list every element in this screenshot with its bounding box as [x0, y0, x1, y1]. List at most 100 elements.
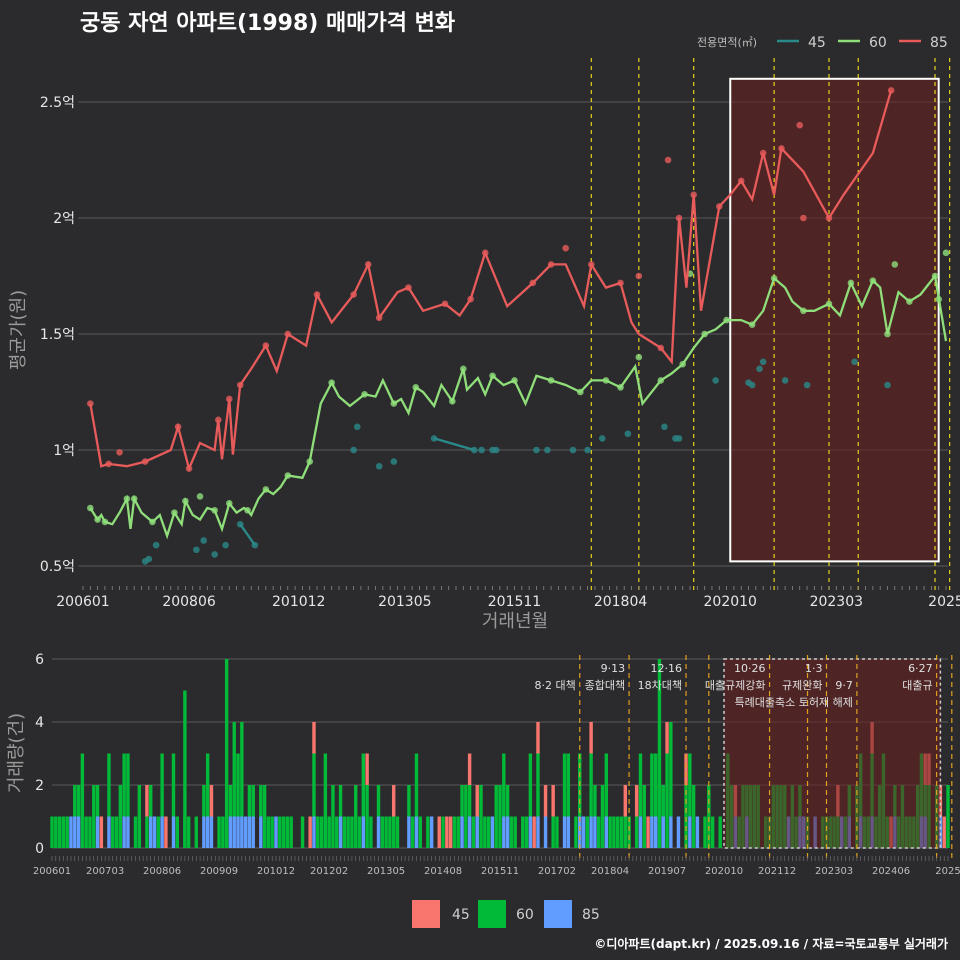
volume-y-tick-label: 2	[35, 778, 44, 794]
volume-bar-45	[942, 816, 946, 848]
volume-x-tick-label: 200806	[143, 866, 181, 877]
data-point-45	[211, 551, 218, 558]
data-point-60	[701, 330, 708, 338]
volume-bar-60	[350, 816, 354, 848]
volume-x-tick-label: 201202	[310, 866, 348, 877]
y-tick-label: 2억	[53, 211, 75, 227]
volume-bar-60	[236, 753, 240, 817]
volume-bar-60	[384, 816, 388, 848]
volume-bar-60	[126, 753, 130, 817]
volume-bar-45	[99, 816, 104, 848]
chart-title: 궁동 자연 아파트(1998) 매매가격 변화	[80, 11, 455, 36]
volume-bar-45	[536, 722, 540, 754]
data-point-85	[635, 272, 643, 280]
x-tick-label: 202010	[704, 594, 757, 610]
volume-bar-60	[361, 753, 366, 817]
volume-bar-60	[684, 785, 688, 848]
data-point-60	[847, 279, 855, 287]
volume-bar-45	[445, 816, 449, 848]
volume-bar-60	[464, 785, 468, 848]
volume-x-tick-label: 2025	[935, 866, 960, 877]
data-point-60	[211, 507, 218, 514]
bottom-legend: 45 60 85	[412, 900, 600, 928]
volume-bar-85	[502, 816, 506, 848]
data-point-60	[87, 504, 94, 512]
bottom-legend-swatch-85	[544, 900, 572, 928]
data-point-85	[715, 203, 723, 210]
data-point-60	[935, 295, 942, 303]
volume-bar-85	[205, 816, 210, 848]
volume-bar-60	[452, 816, 457, 848]
data-point-45	[222, 541, 229, 549]
volume-bar-60	[418, 816, 422, 848]
data-point-45	[781, 377, 789, 384]
data-point-60	[800, 307, 807, 315]
x-tick-label: 201305	[378, 594, 431, 610]
volume-bar-60	[669, 722, 673, 817]
volume-bar-60	[285, 816, 290, 848]
data-point-45	[569, 446, 577, 454]
volume-x-tick-label: 201012	[257, 866, 295, 877]
data-point-60	[244, 507, 251, 514]
volume-bar-85	[407, 816, 411, 848]
volume-bar-85	[650, 816, 654, 848]
volume-bar-85	[247, 816, 252, 848]
footer-credit: ©디아파트(dapt.kr) / 2025.09.16 / 자료=국토교통부 실…	[594, 936, 948, 951]
policy-label: 특례대출축소 토허제 해제	[735, 695, 853, 709]
volume-bar-60	[76, 785, 81, 817]
data-point-85	[185, 465, 193, 472]
data-point-85	[690, 191, 697, 199]
bottom-legend-label-60: 60	[516, 907, 534, 923]
volume-bar-60	[707, 785, 711, 848]
volume-bar-60	[95, 785, 100, 817]
volume-bar-60	[323, 753, 328, 848]
x-tick-label: 2025	[928, 594, 960, 610]
volume-bar-45	[589, 722, 593, 754]
data-point-45	[533, 446, 540, 454]
volume-bar-60	[175, 816, 179, 848]
data-point-60	[770, 275, 778, 282]
data-point-60	[906, 298, 913, 305]
volume-bar-60	[338, 785, 343, 817]
volume-bar-60	[479, 785, 483, 848]
volume-bar-85	[232, 816, 236, 848]
volume-bar-60	[194, 816, 198, 848]
policy-label: 규제완화	[782, 679, 822, 692]
data-point-60	[602, 377, 610, 384]
volume-bar-85	[338, 816, 343, 848]
volume-bar-60	[278, 816, 282, 848]
policy-label: 10·26	[734, 662, 766, 675]
data-point-60	[196, 493, 204, 500]
data-point-60	[171, 509, 178, 516]
x-tick-label: 201804	[594, 594, 648, 610]
volume-bar-60	[388, 816, 392, 848]
data-point-60	[101, 518, 109, 526]
data-point-60	[891, 261, 899, 268]
volume-bar-60	[247, 785, 252, 817]
volume-bar-85	[661, 816, 665, 848]
data-point-45	[712, 377, 719, 384]
volume-bar-45	[646, 816, 650, 848]
volume-bar-60	[300, 816, 305, 848]
volume-bar-60	[50, 816, 54, 848]
volume-bar-60	[107, 753, 111, 817]
volume-bar-60	[593, 785, 597, 817]
volume-bar-60	[467, 785, 472, 817]
volume-bar-85	[376, 816, 381, 848]
volume-bar-45	[532, 816, 536, 848]
volume-bar-60	[61, 816, 66, 848]
volume-bar-85	[274, 816, 278, 848]
volume-bar-60	[623, 816, 627, 848]
policy-label: 대출규	[902, 679, 932, 692]
volume-bar-85	[160, 816, 164, 848]
data-point-60	[149, 518, 156, 526]
data-point-45	[675, 435, 683, 442]
policy-label: 대출규제강화	[705, 679, 766, 692]
data-point-45	[200, 537, 207, 544]
volume-bar-45	[467, 753, 472, 785]
data-point-85	[174, 423, 182, 431]
data-point-85	[796, 121, 804, 129]
volume-bar-60	[509, 816, 514, 848]
volume-y-tick-label: 4	[35, 715, 44, 731]
legend-label-60: 60	[869, 35, 887, 51]
